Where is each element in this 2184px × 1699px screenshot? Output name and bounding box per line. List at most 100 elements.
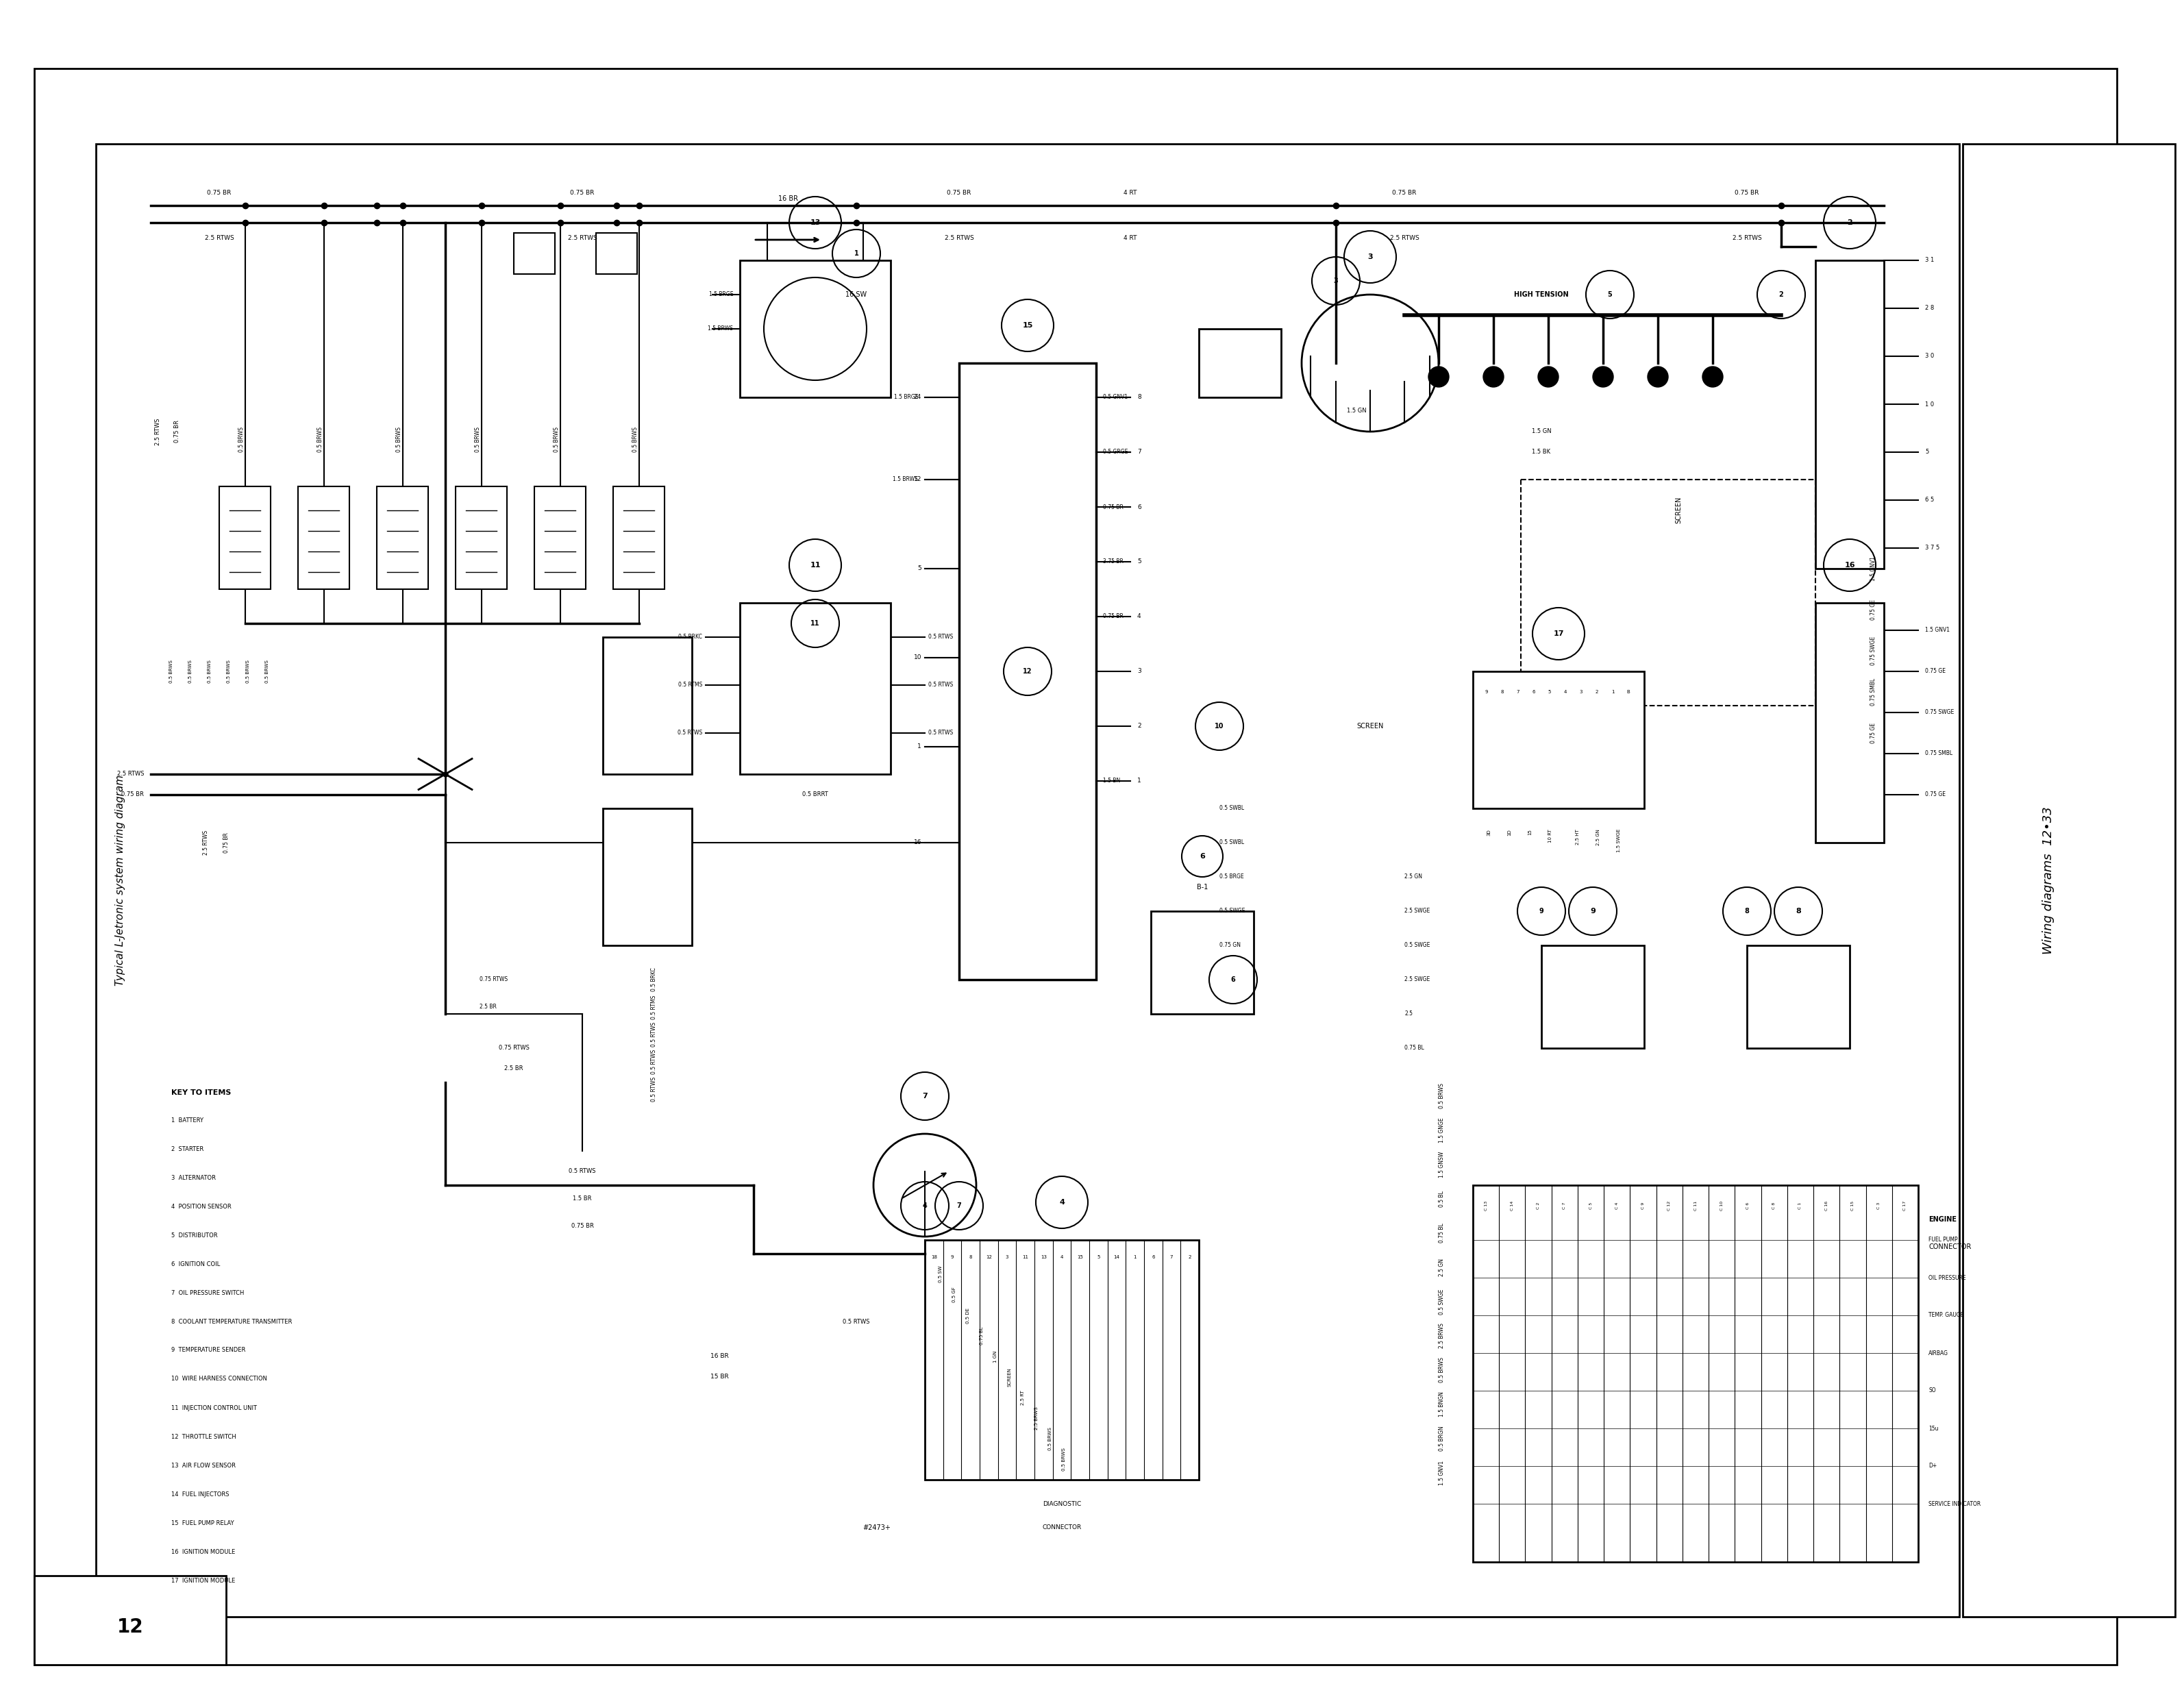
Text: C 11: C 11 bbox=[1695, 1201, 1697, 1211]
Text: 12: 12 bbox=[1022, 668, 1033, 675]
Text: 6  IGNITION COIL: 6 IGNITION COIL bbox=[170, 1261, 221, 1267]
Text: Typical L-Jetronic system wiring diagram: Typical L-Jetronic system wiring diagram bbox=[116, 775, 124, 985]
Text: KEY TO ITEMS: KEY TO ITEMS bbox=[170, 1089, 232, 1096]
Text: 6: 6 bbox=[1533, 690, 1535, 693]
Text: 0.75 GE: 0.75 GE bbox=[1870, 600, 1876, 620]
Text: 2.5: 2.5 bbox=[1404, 1011, 1413, 1018]
Text: 2.5 GN: 2.5 GN bbox=[1439, 1259, 1446, 1276]
Text: 14  FUEL INJECTORS: 14 FUEL INJECTORS bbox=[170, 1492, 229, 1497]
Bar bbox=[1472, 671, 1645, 809]
Text: 1: 1 bbox=[1133, 1256, 1136, 1259]
Text: C 13: C 13 bbox=[1485, 1201, 1487, 1211]
Text: 15 BR: 15 BR bbox=[710, 1374, 729, 1380]
Text: 9  TEMPERATURE SENDER: 9 TEMPERATURE SENDER bbox=[170, 1347, 245, 1354]
Text: 7: 7 bbox=[1171, 1256, 1173, 1259]
Text: 2.5 BRWS: 2.5 BRWS bbox=[1439, 1324, 1446, 1349]
Text: 16 BR: 16 BR bbox=[778, 195, 797, 202]
Text: 8: 8 bbox=[1795, 907, 1802, 914]
Text: 18: 18 bbox=[930, 1256, 937, 1259]
Text: 1: 1 bbox=[854, 250, 858, 257]
Text: 4: 4 bbox=[1059, 1199, 1064, 1206]
Bar bbox=[603, 809, 692, 945]
Text: 3.75 BR: 3.75 BR bbox=[1103, 559, 1123, 564]
Text: 2.5 BRWS: 2.5 BRWS bbox=[1035, 1407, 1040, 1429]
Circle shape bbox=[1538, 367, 1559, 387]
Text: 4: 4 bbox=[922, 1203, 928, 1210]
Text: 2: 2 bbox=[1188, 1256, 1190, 1259]
Text: 16: 16 bbox=[913, 839, 922, 846]
Text: 0.75 BR: 0.75 BR bbox=[223, 833, 229, 853]
Text: 9: 9 bbox=[950, 1256, 954, 1259]
Text: 0.75 BR: 0.75 BR bbox=[1391, 190, 1417, 197]
Text: 9: 9 bbox=[1485, 690, 1487, 693]
Text: 2: 2 bbox=[1594, 690, 1599, 693]
Text: 1: 1 bbox=[917, 744, 922, 749]
Text: CONNECTOR: CONNECTOR bbox=[1928, 1244, 1972, 1250]
Text: 0.5 BRWS: 0.5 BRWS bbox=[1439, 1084, 1446, 1109]
Bar bbox=[35, 1575, 227, 1665]
Text: 2.5 BR: 2.5 BR bbox=[505, 1065, 524, 1072]
Text: 3  ALTERNATOR: 3 ALTERNATOR bbox=[170, 1174, 216, 1181]
Bar bbox=[614, 486, 664, 590]
Text: C 17: C 17 bbox=[1904, 1201, 1907, 1211]
Text: 2.5 RTWS: 2.5 RTWS bbox=[203, 831, 210, 855]
Bar bbox=[513, 233, 555, 274]
Text: 2.5 RTWS: 2.5 RTWS bbox=[155, 418, 162, 445]
Text: 2.5 RTWS: 2.5 RTWS bbox=[205, 234, 234, 241]
Text: D+: D+ bbox=[1928, 1463, 1937, 1470]
Text: 0.5 BRGN: 0.5 BRGN bbox=[1439, 1425, 1446, 1451]
Text: 0.5 RTWS: 0.5 RTWS bbox=[568, 1169, 596, 1174]
Text: 2.5 BR: 2.5 BR bbox=[480, 1004, 496, 1011]
Bar bbox=[740, 260, 891, 398]
Text: SO: SO bbox=[1928, 1388, 1935, 1393]
Text: 1.5 BK: 1.5 BK bbox=[1533, 449, 1551, 455]
Text: 1.5 BRGE: 1.5 BRGE bbox=[893, 394, 917, 401]
Text: 0.75 SMBL: 0.75 SMBL bbox=[1924, 751, 1952, 756]
Text: 3 1: 3 1 bbox=[1924, 257, 1935, 263]
Text: 0.5 BRWS: 0.5 BRWS bbox=[207, 659, 212, 683]
Text: C 7: C 7 bbox=[1564, 1203, 1566, 1210]
Text: SCREEN: SCREEN bbox=[1675, 496, 1682, 523]
Bar bbox=[603, 637, 692, 775]
Text: 0.5 GNV1: 0.5 GNV1 bbox=[1103, 394, 1127, 401]
Text: 15  FUEL PUMP RELAY: 15 FUEL PUMP RELAY bbox=[170, 1521, 234, 1526]
Text: 0.5 BRWS: 0.5 BRWS bbox=[188, 659, 192, 683]
Text: 6: 6 bbox=[1199, 853, 1206, 860]
Text: 3 7 5: 3 7 5 bbox=[1924, 545, 1939, 550]
Text: ENGINE: ENGINE bbox=[1928, 1216, 1957, 1223]
Text: 5: 5 bbox=[1138, 559, 1142, 564]
Text: 5  DISTRIBUTOR: 5 DISTRIBUTOR bbox=[170, 1232, 218, 1239]
Text: 12: 12 bbox=[913, 476, 922, 483]
Text: 0.5 BL: 0.5 BL bbox=[1439, 1191, 1446, 1206]
Text: 13: 13 bbox=[810, 219, 821, 226]
Bar bbox=[1963, 144, 2175, 1617]
Text: C 16: C 16 bbox=[1826, 1201, 1828, 1211]
Bar bbox=[535, 486, 585, 590]
Text: B-1: B-1 bbox=[1197, 883, 1208, 890]
Text: 24: 24 bbox=[913, 394, 922, 401]
Text: 5: 5 bbox=[917, 566, 922, 571]
Text: 10: 10 bbox=[1214, 722, 1223, 729]
Text: C 15: C 15 bbox=[1852, 1201, 1854, 1211]
Text: 3: 3 bbox=[1367, 253, 1374, 260]
Text: 0.75 GE: 0.75 GE bbox=[1924, 792, 1946, 799]
Text: 14: 14 bbox=[1114, 1256, 1120, 1259]
Text: 0.5 BRGE: 0.5 BRGE bbox=[1219, 873, 1245, 880]
Text: 0.5 BRWS: 0.5 BRWS bbox=[633, 426, 638, 452]
Text: 1  BATTERY: 1 BATTERY bbox=[170, 1116, 203, 1123]
Text: 8: 8 bbox=[1138, 394, 1142, 401]
Text: 11: 11 bbox=[810, 620, 819, 627]
Text: C 2: C 2 bbox=[1538, 1203, 1540, 1210]
Text: 0.5 RTWS: 0.5 RTWS bbox=[651, 1050, 657, 1074]
Text: 2: 2 bbox=[1138, 724, 1140, 729]
Text: 2.5 RTWS: 2.5 RTWS bbox=[116, 771, 144, 776]
Text: 9: 9 bbox=[1540, 907, 1544, 914]
Bar bbox=[297, 486, 349, 590]
Text: 0.75 BL: 0.75 BL bbox=[981, 1327, 983, 1346]
Text: 1.5 GN: 1.5 GN bbox=[1531, 428, 1551, 435]
Text: FUEL PUMP: FUEL PUMP bbox=[1928, 1237, 1957, 1244]
Text: 1.5 GNV1: 1.5 GNV1 bbox=[1924, 627, 1950, 634]
Text: 0.75 GE: 0.75 GE bbox=[1924, 668, 1946, 675]
Text: C 3: C 3 bbox=[1878, 1203, 1880, 1210]
Text: 0.5 BRWS: 0.5 BRWS bbox=[1061, 1448, 1066, 1471]
